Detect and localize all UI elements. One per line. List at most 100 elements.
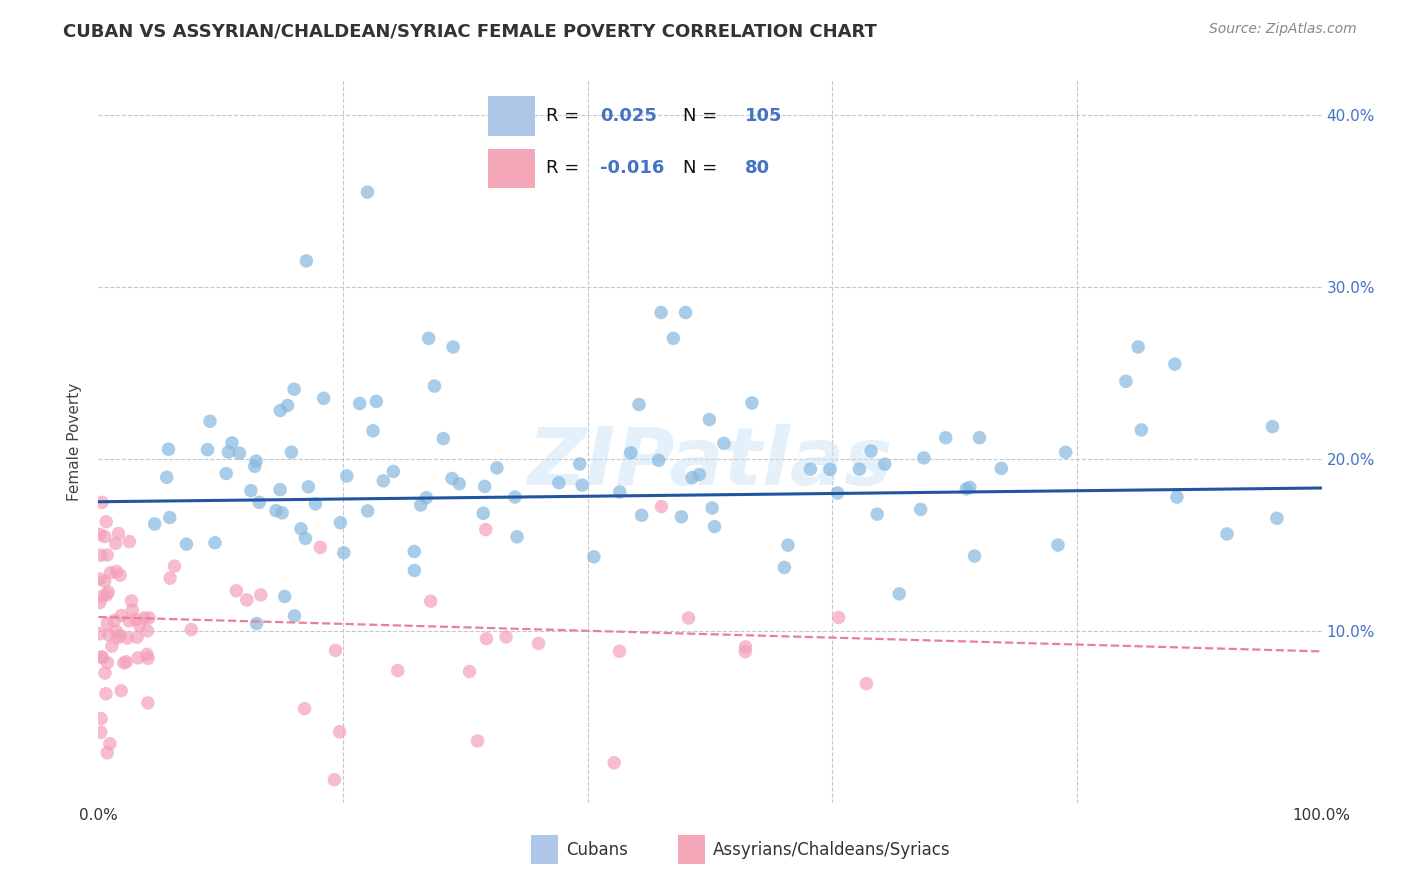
Point (827, 486, 849, 500)
Point (90, 725, 112, 739)
Point (818, 462, 841, 476)
Point (366, 394, 388, 409)
Point (336, 469, 359, 483)
Point (688, 467, 710, 482)
Point (97, 585, 120, 599)
Point (387, 664, 409, 678)
Point (112, 656, 135, 670)
Point (264, 503, 287, 517)
Point (89, 626, 111, 640)
Point (294, 701, 316, 715)
Point (734, 640, 756, 654)
Point (93, 574, 115, 589)
Point (115, 655, 138, 669)
Point (295, 253, 318, 268)
Point (329, 724, 352, 739)
Point (990, 461, 1012, 475)
Point (215, 467, 238, 481)
Point (458, 665, 481, 679)
Point (283, 382, 305, 396)
Point (1128, 340, 1150, 354)
Point (349, 396, 371, 410)
Point (603, 756, 626, 770)
Point (136, 624, 159, 638)
Point (571, 478, 593, 492)
Point (404, 564, 426, 578)
Point (671, 509, 693, 524)
Point (773, 560, 796, 574)
Point (475, 632, 498, 646)
Point (110, 629, 132, 643)
Point (404, 544, 426, 558)
Point (90, 649, 112, 664)
Point (1046, 538, 1069, 552)
Point (418, 331, 440, 345)
Point (110, 568, 132, 582)
Point (94, 666, 117, 681)
Point (176, 537, 198, 551)
Point (236, 593, 259, 607)
Point (125, 612, 148, 626)
Point (1216, 527, 1239, 541)
Point (91, 650, 114, 665)
Point (325, 643, 347, 657)
Point (662, 331, 685, 345)
Point (873, 457, 896, 471)
Point (89, 572, 111, 586)
Point (135, 648, 157, 662)
Point (228, 446, 250, 460)
Point (157, 442, 180, 457)
FancyBboxPatch shape (531, 835, 558, 864)
Point (647, 453, 669, 467)
Point (713, 436, 735, 450)
FancyBboxPatch shape (678, 835, 706, 864)
Point (1166, 490, 1188, 504)
Point (703, 519, 725, 533)
Point (855, 676, 877, 690)
Point (89, 596, 111, 610)
Point (935, 431, 957, 445)
Point (699, 412, 721, 426)
Point (361, 424, 384, 438)
Point (675, 305, 697, 319)
Point (134, 611, 156, 625)
Point (125, 630, 148, 644)
Point (101, 639, 124, 653)
Point (118, 534, 141, 549)
Point (485, 461, 508, 475)
Point (269, 483, 291, 497)
Point (628, 397, 651, 411)
Point (98, 737, 121, 751)
Point (799, 462, 821, 476)
Point (159, 510, 181, 524)
Point (356, 185, 378, 199)
Point (138, 611, 160, 625)
Point (90, 495, 112, 509)
Point (90, 712, 112, 726)
Point (1054, 445, 1077, 459)
Text: CUBAN VS ASSYRIAN/CHALDEAN/SYRIAC FEMALE POVERTY CORRELATION CHART: CUBAN VS ASSYRIAN/CHALDEAN/SYRIAC FEMALE… (63, 22, 877, 40)
Point (441, 471, 464, 485)
Point (243, 459, 266, 474)
Point (127, 651, 149, 665)
Point (107, 526, 129, 541)
Point (609, 485, 631, 500)
Point (409, 498, 432, 512)
Point (91, 589, 114, 603)
Point (96, 746, 118, 760)
Point (702, 501, 724, 516)
Point (329, 516, 352, 530)
Point (197, 442, 219, 457)
Point (568, 457, 591, 471)
Point (323, 772, 346, 787)
Point (110, 683, 132, 698)
Point (225, 583, 247, 598)
Point (373, 474, 395, 488)
Point (269, 403, 291, 417)
Point (159, 571, 181, 585)
Point (963, 549, 986, 563)
Point (97, 628, 120, 642)
Point (860, 444, 883, 458)
Point (423, 379, 446, 393)
Point (681, 471, 703, 485)
